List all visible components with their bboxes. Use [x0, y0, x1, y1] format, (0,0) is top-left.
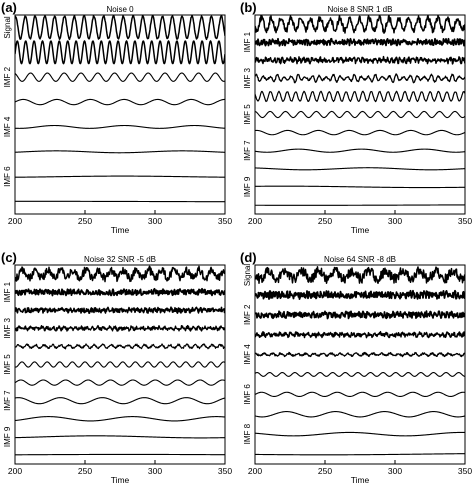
- x-tick-label: 350: [458, 466, 472, 476]
- row-label: IMF 5: [3, 354, 12, 375]
- series-line: [15, 343, 225, 350]
- x-tick-label: 250: [78, 466, 92, 476]
- x-tick-label: 300: [388, 466, 402, 476]
- x-tick-label: 350: [458, 216, 472, 226]
- panel-a: (a) Noise 0 200 250 300 350 Time Signal IMF 2 IMF…: [1, 0, 232, 235]
- panel-label: (b): [240, 0, 257, 15]
- row-label: IMF 2: [3, 66, 12, 87]
- series-line: [15, 40, 225, 65]
- x-tick-label: 250: [78, 216, 92, 226]
- series-line: [255, 371, 465, 377]
- row-label: IMF 7: [3, 390, 12, 411]
- series-line: [15, 265, 225, 283]
- x-tick-label: 250: [318, 466, 332, 476]
- panel-d: (d) Noise 64 SNR -8 dB 200 250 300 350 Time Sig…: [240, 250, 472, 485]
- series-line: [255, 37, 465, 47]
- row-label: IMF 1: [3, 281, 12, 302]
- row-label: IMF 8: [243, 423, 252, 444]
- series-line: [15, 124, 225, 129]
- traces: [15, 265, 225, 456]
- series-line: [255, 167, 465, 171]
- x-tick-label: 200: [8, 466, 22, 476]
- panel-label: (d): [240, 250, 257, 265]
- panel-b: (b) Noise 8 SNR 1 dB 200 250 300 350 Time IMF 1…: [240, 0, 472, 235]
- series-line: [255, 411, 465, 418]
- series-line: [15, 435, 225, 439]
- row-label: IMF 6: [243, 384, 252, 405]
- row-label: IMF 1: [243, 31, 252, 52]
- series-line: [255, 110, 465, 119]
- row-label: Signal: [243, 264, 252, 286]
- series-line: [15, 150, 225, 154]
- panel-title: Noise 64 SNR -8 dB: [324, 255, 396, 264]
- row-label: IMF 3: [3, 318, 12, 339]
- traces: [255, 266, 465, 456]
- x-tick-label: 200: [8, 216, 22, 226]
- series-line: [255, 90, 465, 103]
- row-label: IMF 4: [3, 116, 12, 137]
- series-line: [255, 185, 465, 189]
- panel-label: (a): [1, 0, 17, 15]
- plot-frame: [14, 14, 226, 215]
- series-line: [255, 351, 465, 358]
- row-label: IMF 7: [243, 140, 252, 161]
- panel-label: (c): [1, 250, 17, 265]
- series-line: [15, 416, 225, 422]
- x-tick-label: 300: [148, 216, 162, 226]
- panel-c: (c) Noise 32 SNR -5 dB 200 250 300 350 Time IMF…: [1, 250, 232, 485]
- panel-title: Noise 0: [106, 5, 134, 14]
- x-axis-label: Time: [111, 225, 130, 235]
- row-label: IMF 5: [243, 104, 252, 125]
- series-line: [15, 287, 225, 297]
- series-line: [15, 324, 225, 332]
- series-line: [255, 148, 465, 153]
- series-line: [15, 15, 225, 41]
- x-tick-label: 350: [218, 466, 232, 476]
- plot-frame: [254, 264, 466, 465]
- series-line: [255, 453, 465, 456]
- series-line: [15, 175, 225, 178]
- x-tick-label: 200: [248, 466, 262, 476]
- series-line: [255, 73, 465, 84]
- series-line: [255, 15, 465, 34]
- series-line: [255, 391, 465, 398]
- series-line: [255, 266, 465, 285]
- row-label: IMF 6: [3, 166, 12, 187]
- x-axis-label: Time: [351, 475, 370, 485]
- x-tick-label: 200: [248, 216, 262, 226]
- series-line: [15, 379, 225, 386]
- row-label: Signal: [3, 16, 12, 38]
- series-line: [15, 98, 225, 106]
- series-line: [255, 310, 465, 320]
- row-label: IMF 9: [243, 176, 252, 197]
- x-axis-label: Time: [351, 225, 370, 235]
- panel-title: Noise 32 SNR -5 dB: [84, 255, 156, 264]
- traces: [255, 15, 465, 206]
- x-tick-label: 300: [388, 216, 402, 226]
- series-line: [15, 306, 225, 314]
- series-line: [255, 330, 465, 339]
- row-label: IMF 9: [3, 426, 12, 447]
- x-axis-label: Time: [111, 475, 130, 485]
- series-line: [15, 397, 225, 405]
- row-label: IMF 2: [243, 304, 252, 325]
- series-line: [255, 55, 465, 65]
- x-tick-label: 250: [318, 216, 332, 226]
- plot-frame: [254, 14, 466, 215]
- series-line: [15, 361, 225, 368]
- traces: [15, 15, 225, 203]
- x-tick-label: 300: [148, 466, 162, 476]
- series-line: [255, 289, 465, 300]
- row-label: IMF 4: [243, 344, 252, 365]
- plot-frame: [14, 264, 226, 465]
- series-line: [255, 431, 465, 437]
- x-tick-label: 350: [218, 216, 232, 226]
- row-label: IMF 3: [243, 68, 252, 89]
- panel-title: Noise 8 SNR 1 dB: [328, 5, 393, 14]
- series-line: [15, 72, 225, 82]
- series-line: [255, 129, 465, 136]
